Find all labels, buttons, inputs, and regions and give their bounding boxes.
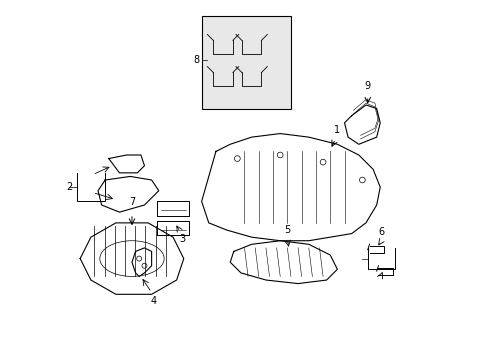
Text: 5: 5 <box>284 225 290 235</box>
Text: 4: 4 <box>150 296 156 306</box>
Text: 1: 1 <box>333 125 339 135</box>
Text: 9: 9 <box>364 81 370 91</box>
Text: 8: 8 <box>193 55 200 65</box>
Text: 7: 7 <box>128 197 135 207</box>
Polygon shape <box>201 134 380 241</box>
Bar <box>201 16 290 109</box>
Polygon shape <box>230 241 337 284</box>
Text: 6: 6 <box>377 227 383 237</box>
Text: 3: 3 <box>179 234 184 244</box>
Text: 2: 2 <box>66 182 72 192</box>
